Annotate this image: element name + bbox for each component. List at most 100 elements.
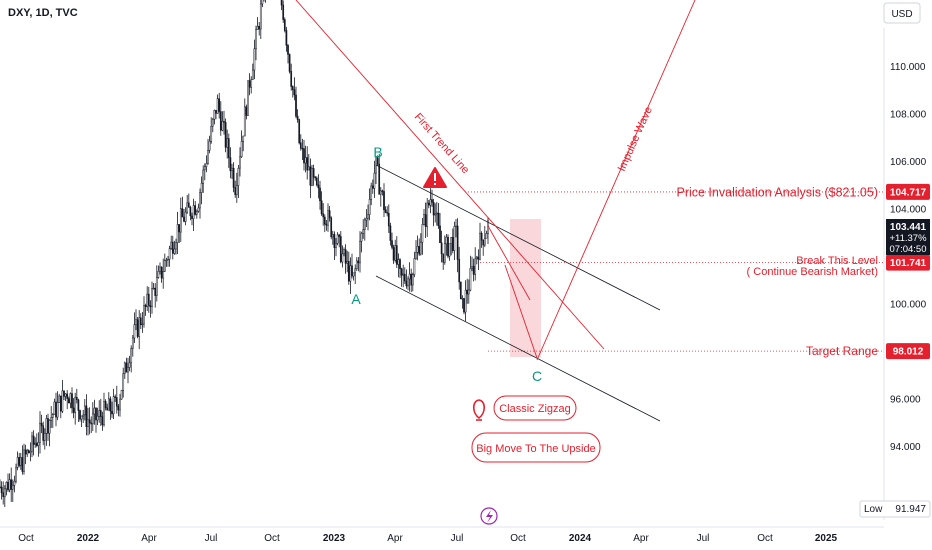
candle-down — [357, 260, 360, 264]
y-tick-label: 100.000 — [890, 299, 927, 310]
candle-up — [50, 417, 53, 421]
candle-up — [202, 169, 205, 184]
candle-down — [59, 395, 62, 412]
y-tick-label: 94.000 — [890, 442, 921, 453]
candle-up — [8, 479, 11, 491]
candle-up — [352, 272, 355, 277]
last-price-value: 103.441 — [890, 222, 927, 233]
candle-up — [19, 457, 22, 466]
candle-up — [80, 415, 83, 420]
candle-down — [442, 253, 445, 263]
wave-label-a: A — [351, 291, 361, 307]
candle-up — [419, 241, 422, 255]
candle-down — [387, 213, 390, 227]
candle-down — [32, 435, 35, 445]
candle-up — [37, 442, 40, 446]
candle-up — [184, 211, 187, 222]
candle-down — [482, 239, 485, 246]
candle-up — [327, 210, 329, 226]
candle-down — [10, 479, 13, 490]
candle-up — [170, 241, 173, 249]
candle-down — [160, 266, 163, 279]
candle-up — [359, 240, 361, 264]
candle-down — [381, 190, 384, 192]
candle-up — [112, 396, 115, 415]
candle-down — [191, 215, 193, 219]
projection-diagonal-line — [487, 225, 531, 301]
candle-down — [477, 256, 480, 260]
candle-down — [386, 212, 389, 214]
candle-up — [120, 390, 123, 400]
candle-up — [474, 258, 477, 275]
candle-up — [256, 26, 259, 30]
candle-up — [152, 287, 155, 290]
candle-down — [299, 142, 302, 149]
candle-up — [426, 202, 429, 227]
invalidation-price-tag-text: 104.717 — [890, 187, 927, 198]
candle-down — [371, 185, 374, 189]
break-price-tag — [886, 254, 930, 271]
currency-button[interactable]: USD — [883, 2, 921, 24]
candle-down — [319, 187, 321, 202]
low-label: Low — [864, 504, 883, 515]
candle-down — [178, 224, 181, 233]
candle-up — [365, 218, 368, 221]
candle-down — [104, 401, 107, 408]
candle-down — [248, 80, 251, 88]
last-price-countdown: 07:04:50 — [890, 244, 927, 255]
candle-down — [115, 397, 118, 407]
candle-down — [144, 305, 147, 307]
candle-up — [3, 488, 6, 498]
candle-down — [338, 234, 341, 237]
candle-up — [53, 401, 56, 415]
x-tick-label: Apr — [633, 533, 649, 544]
candle-up — [133, 324, 136, 339]
candle-down — [27, 450, 30, 454]
candle-up — [304, 157, 307, 164]
candle-up — [48, 420, 51, 434]
candle-up — [168, 248, 171, 260]
target-annotation: Target Range — [806, 344, 878, 358]
candle-up — [311, 168, 313, 186]
channel-lower-line — [375, 275, 661, 422]
candlestick-series — [0, 0, 489, 507]
candle-down — [459, 281, 462, 300]
candle-up — [259, 3, 262, 30]
lightning-icon[interactable] — [480, 507, 498, 525]
candle-down — [227, 138, 230, 158]
candle-up — [411, 274, 414, 286]
candle-up — [131, 337, 134, 349]
candle-up — [407, 278, 409, 287]
break-annotation: Break This Level — [796, 255, 878, 267]
candle-up — [165, 259, 168, 261]
candle-up — [231, 167, 233, 172]
lightbulb-body — [472, 399, 486, 419]
candle-up — [103, 401, 105, 426]
x-tick-label: Oct — [757, 533, 773, 544]
break-annotation-sub: ( Continue Bearish Market) — [747, 266, 878, 278]
candle-down — [472, 266, 475, 275]
candle-down — [183, 216, 185, 222]
candle-up — [51, 414, 54, 418]
break-price-tag-text: 101.741 — [890, 258, 927, 269]
y-tick-label: 96.000 — [890, 394, 921, 405]
candle-up — [93, 407, 96, 415]
candle-down — [288, 54, 291, 72]
candle-down — [427, 202, 430, 206]
classic-zigzag-callout[interactable] — [493, 395, 577, 421]
candle-down — [344, 249, 347, 264]
candle-up — [471, 266, 473, 269]
big-move-callout[interactable] — [471, 432, 601, 463]
candle-down — [234, 187, 237, 196]
candle-up — [11, 484, 14, 490]
candle-down — [125, 362, 128, 373]
candle-up — [255, 29, 257, 50]
candle-up — [379, 190, 382, 195]
candle-down — [301, 147, 304, 150]
last-price-tag — [886, 219, 930, 255]
time-axis[interactable]: Oct 2022 Apr Jul Oct 2023 Apr Jul Oct 2024 Apr Jul O… — [18, 533, 837, 544]
candle-down — [47, 418, 49, 434]
chart-title: DXY, 1D, TVC — [8, 7, 78, 19]
candle-up — [341, 253, 344, 263]
